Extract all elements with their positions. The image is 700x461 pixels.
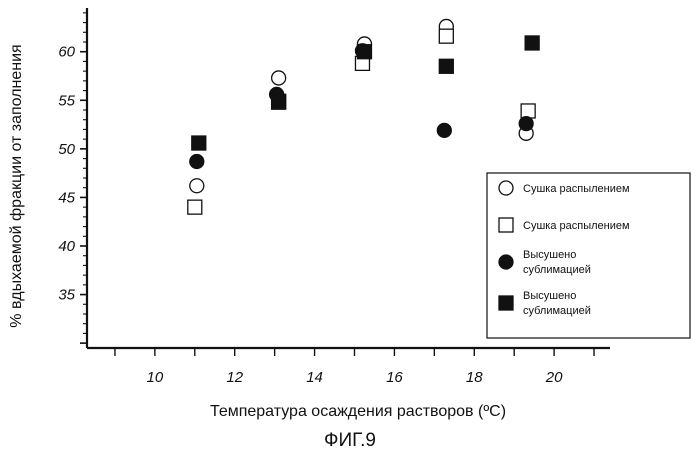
x-tick-label: 20 xyxy=(545,369,563,386)
y-tick-label: 60 xyxy=(58,44,75,61)
x-tick-label: 10 xyxy=(147,369,164,386)
legend-marker-circle-filled xyxy=(499,255,513,269)
data-point-square-filled xyxy=(439,59,453,73)
x-tick-label: 12 xyxy=(226,369,243,386)
legend-marker-square-open xyxy=(499,218,513,232)
data-point-circle-open xyxy=(272,71,286,85)
y-tick-label: 50 xyxy=(58,141,75,158)
legend-label: Сушка распылением xyxy=(523,220,630,232)
legend-marker-square-filled xyxy=(499,296,513,310)
chart-legend: Сушка распылениемСушка распылениемВысуше… xyxy=(487,173,690,338)
data-point-circle-filled xyxy=(519,117,533,131)
legend-marker-circle-open xyxy=(499,181,513,195)
y-tick-label: 35 xyxy=(58,287,75,304)
x-tick-label: 16 xyxy=(386,369,403,386)
x-tick-label: 18 xyxy=(466,369,483,386)
data-point-square-filled xyxy=(525,36,539,50)
data-point-square-open xyxy=(439,29,453,43)
figure-caption: ФИГ.9 xyxy=(0,430,700,452)
legend-label: Сушка распылением xyxy=(523,183,630,195)
data-point-square-filled xyxy=(357,45,371,59)
data-point-square-open xyxy=(188,200,202,214)
x-tick-label: 14 xyxy=(306,369,323,386)
data-point-square-filled xyxy=(192,136,206,150)
data-point-square-filled xyxy=(272,94,286,108)
data-point-square-open xyxy=(521,104,535,118)
data-point-circle-open xyxy=(190,179,204,193)
y-axis-label: % вдыхаемой фракции от заполнения xyxy=(8,44,25,327)
data-point-circle-filled xyxy=(190,154,204,168)
data-point-circle-filled xyxy=(437,123,451,137)
y-tick-label: 45 xyxy=(58,189,75,206)
x-axis-label: Температура осаждения растворов (ºC) xyxy=(210,403,506,420)
y-tick-label: 55 xyxy=(58,92,75,109)
y-tick-label: 40 xyxy=(58,238,75,255)
